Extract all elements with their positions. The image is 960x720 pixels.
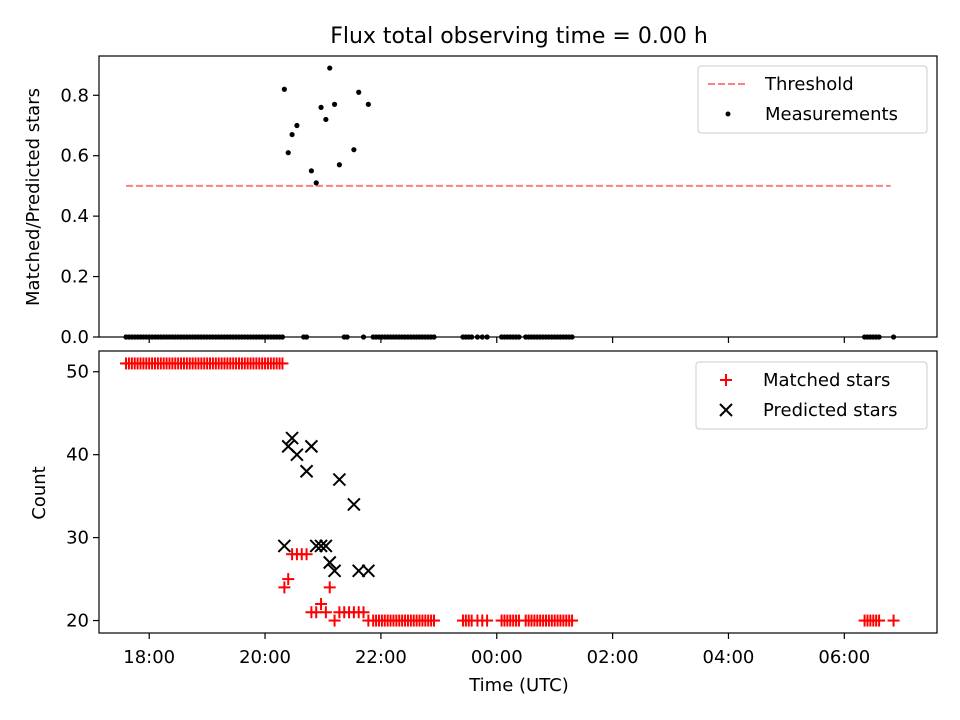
matched-stars-point xyxy=(481,614,494,627)
top-y-axis-label: Matched/Predicted stars xyxy=(23,88,44,306)
measurements-point xyxy=(313,180,319,186)
predicted-stars-point xyxy=(304,439,319,454)
top-legend: Threshold Measurements xyxy=(697,65,928,134)
top-y-tick-label: 0.8 xyxy=(60,85,89,106)
legend-threshold-label: Threshold xyxy=(764,74,854,95)
matched-stars-point xyxy=(282,573,295,586)
legend-predicted-swatch xyxy=(719,403,733,417)
matched-stars-point xyxy=(278,581,291,594)
measurements-point xyxy=(285,150,291,156)
measurements-point xyxy=(294,122,300,129)
top-y-tick-label: 0.4 xyxy=(60,206,89,227)
measurements-point xyxy=(281,86,287,92)
matched-stars-point xyxy=(323,581,336,594)
x-tick-label: 22:00 xyxy=(355,647,407,668)
matched-stars-point xyxy=(566,614,579,627)
top-y-tick-label: 0.0 xyxy=(60,327,89,348)
x-tick-label: 18:00 xyxy=(123,647,175,668)
bottom-legend: Matched stars Predicted stars xyxy=(695,361,928,430)
legend-predicted-label: Predicted stars xyxy=(763,400,897,421)
top-axes: 0.0 0.2 0.4 0.6 0.8 xyxy=(60,55,938,348)
top-panel: 0.00.20.40.60.8 Matched/Predicted stars … xyxy=(23,55,938,348)
x-tick-label: 04:00 xyxy=(703,647,755,668)
predicted-stars-point xyxy=(323,555,337,570)
bottom-y-axis-label: Count xyxy=(29,466,50,519)
matched-stars-point xyxy=(428,614,441,627)
legend-matched-swatch xyxy=(720,374,732,386)
measurements-point xyxy=(336,162,342,168)
top-plot-frame xyxy=(98,55,938,338)
measurements-point xyxy=(318,104,324,110)
bottom-y-tick-label: 40 xyxy=(66,445,89,466)
bottom-panel: 20 30 40 50 18:00 20:00 22:00 00:00 02:00 04:00 06… xyxy=(29,350,938,696)
matched-stars-point xyxy=(873,614,886,627)
bottom-y-tick-label: 50 xyxy=(66,362,89,383)
chart-title: Flux total observing time = 0.00 h xyxy=(330,24,708,49)
x-tick-label: 20:00 xyxy=(239,647,291,668)
bottom-axes: 20 30 40 50 18:00 20:00 22:00 00:00 02:00 04:00 06… xyxy=(66,350,938,668)
predicted-stars-point xyxy=(309,539,323,553)
x-tick-label: 00:00 xyxy=(471,647,523,668)
legend-measurements-label: Measurements xyxy=(765,104,898,125)
matched-stars-point xyxy=(276,357,289,370)
predicted-stars-point xyxy=(285,431,299,445)
x-tick-label: 02:00 xyxy=(587,647,639,668)
matched-stars-point xyxy=(300,548,313,561)
predicted-stars-point xyxy=(327,564,342,578)
x-axis-label: Time (UTC) xyxy=(468,675,569,696)
predicted-stars-point xyxy=(319,539,333,553)
measurements-point xyxy=(331,101,338,107)
matched-stars-point xyxy=(887,614,900,627)
measurements-point xyxy=(351,147,357,153)
measurements-point xyxy=(323,116,329,123)
predicted-stars-point xyxy=(314,539,328,553)
matched-stars-point xyxy=(319,606,332,619)
bottom-plot-frame xyxy=(98,350,938,634)
measurements-point xyxy=(327,65,333,71)
bottom-y-tick-label: 20 xyxy=(66,611,89,632)
matched-stars-point xyxy=(315,597,328,610)
matched-stars-point xyxy=(328,614,341,627)
bottom-y-tick-label: 30 xyxy=(66,528,89,549)
measurements-point xyxy=(365,101,371,107)
predicted-stars-point xyxy=(351,564,366,578)
bottom-data-marks xyxy=(120,357,900,627)
top-legend-box xyxy=(697,65,928,134)
predicted-stars-point xyxy=(332,472,347,487)
top-y-tick-label: 0.6 xyxy=(60,146,89,167)
predicted-stars-point xyxy=(361,564,376,578)
matched-stars-point xyxy=(357,606,370,619)
measurements-point xyxy=(308,168,314,174)
x-tick-label: 06:00 xyxy=(818,647,870,668)
predicted-stars-point xyxy=(299,464,314,478)
predicted-stars-point xyxy=(347,497,361,512)
predicted-stars-point xyxy=(290,447,304,462)
legend-measurements-swatch xyxy=(725,111,731,117)
measurements-point xyxy=(356,89,362,95)
predicted-stars-point xyxy=(277,539,292,553)
bottom-legend-box xyxy=(695,361,928,430)
legend-matched-label: Matched stars xyxy=(763,370,890,391)
top-y-tick-label: 0.2 xyxy=(60,267,89,288)
measurements-point xyxy=(289,131,295,138)
